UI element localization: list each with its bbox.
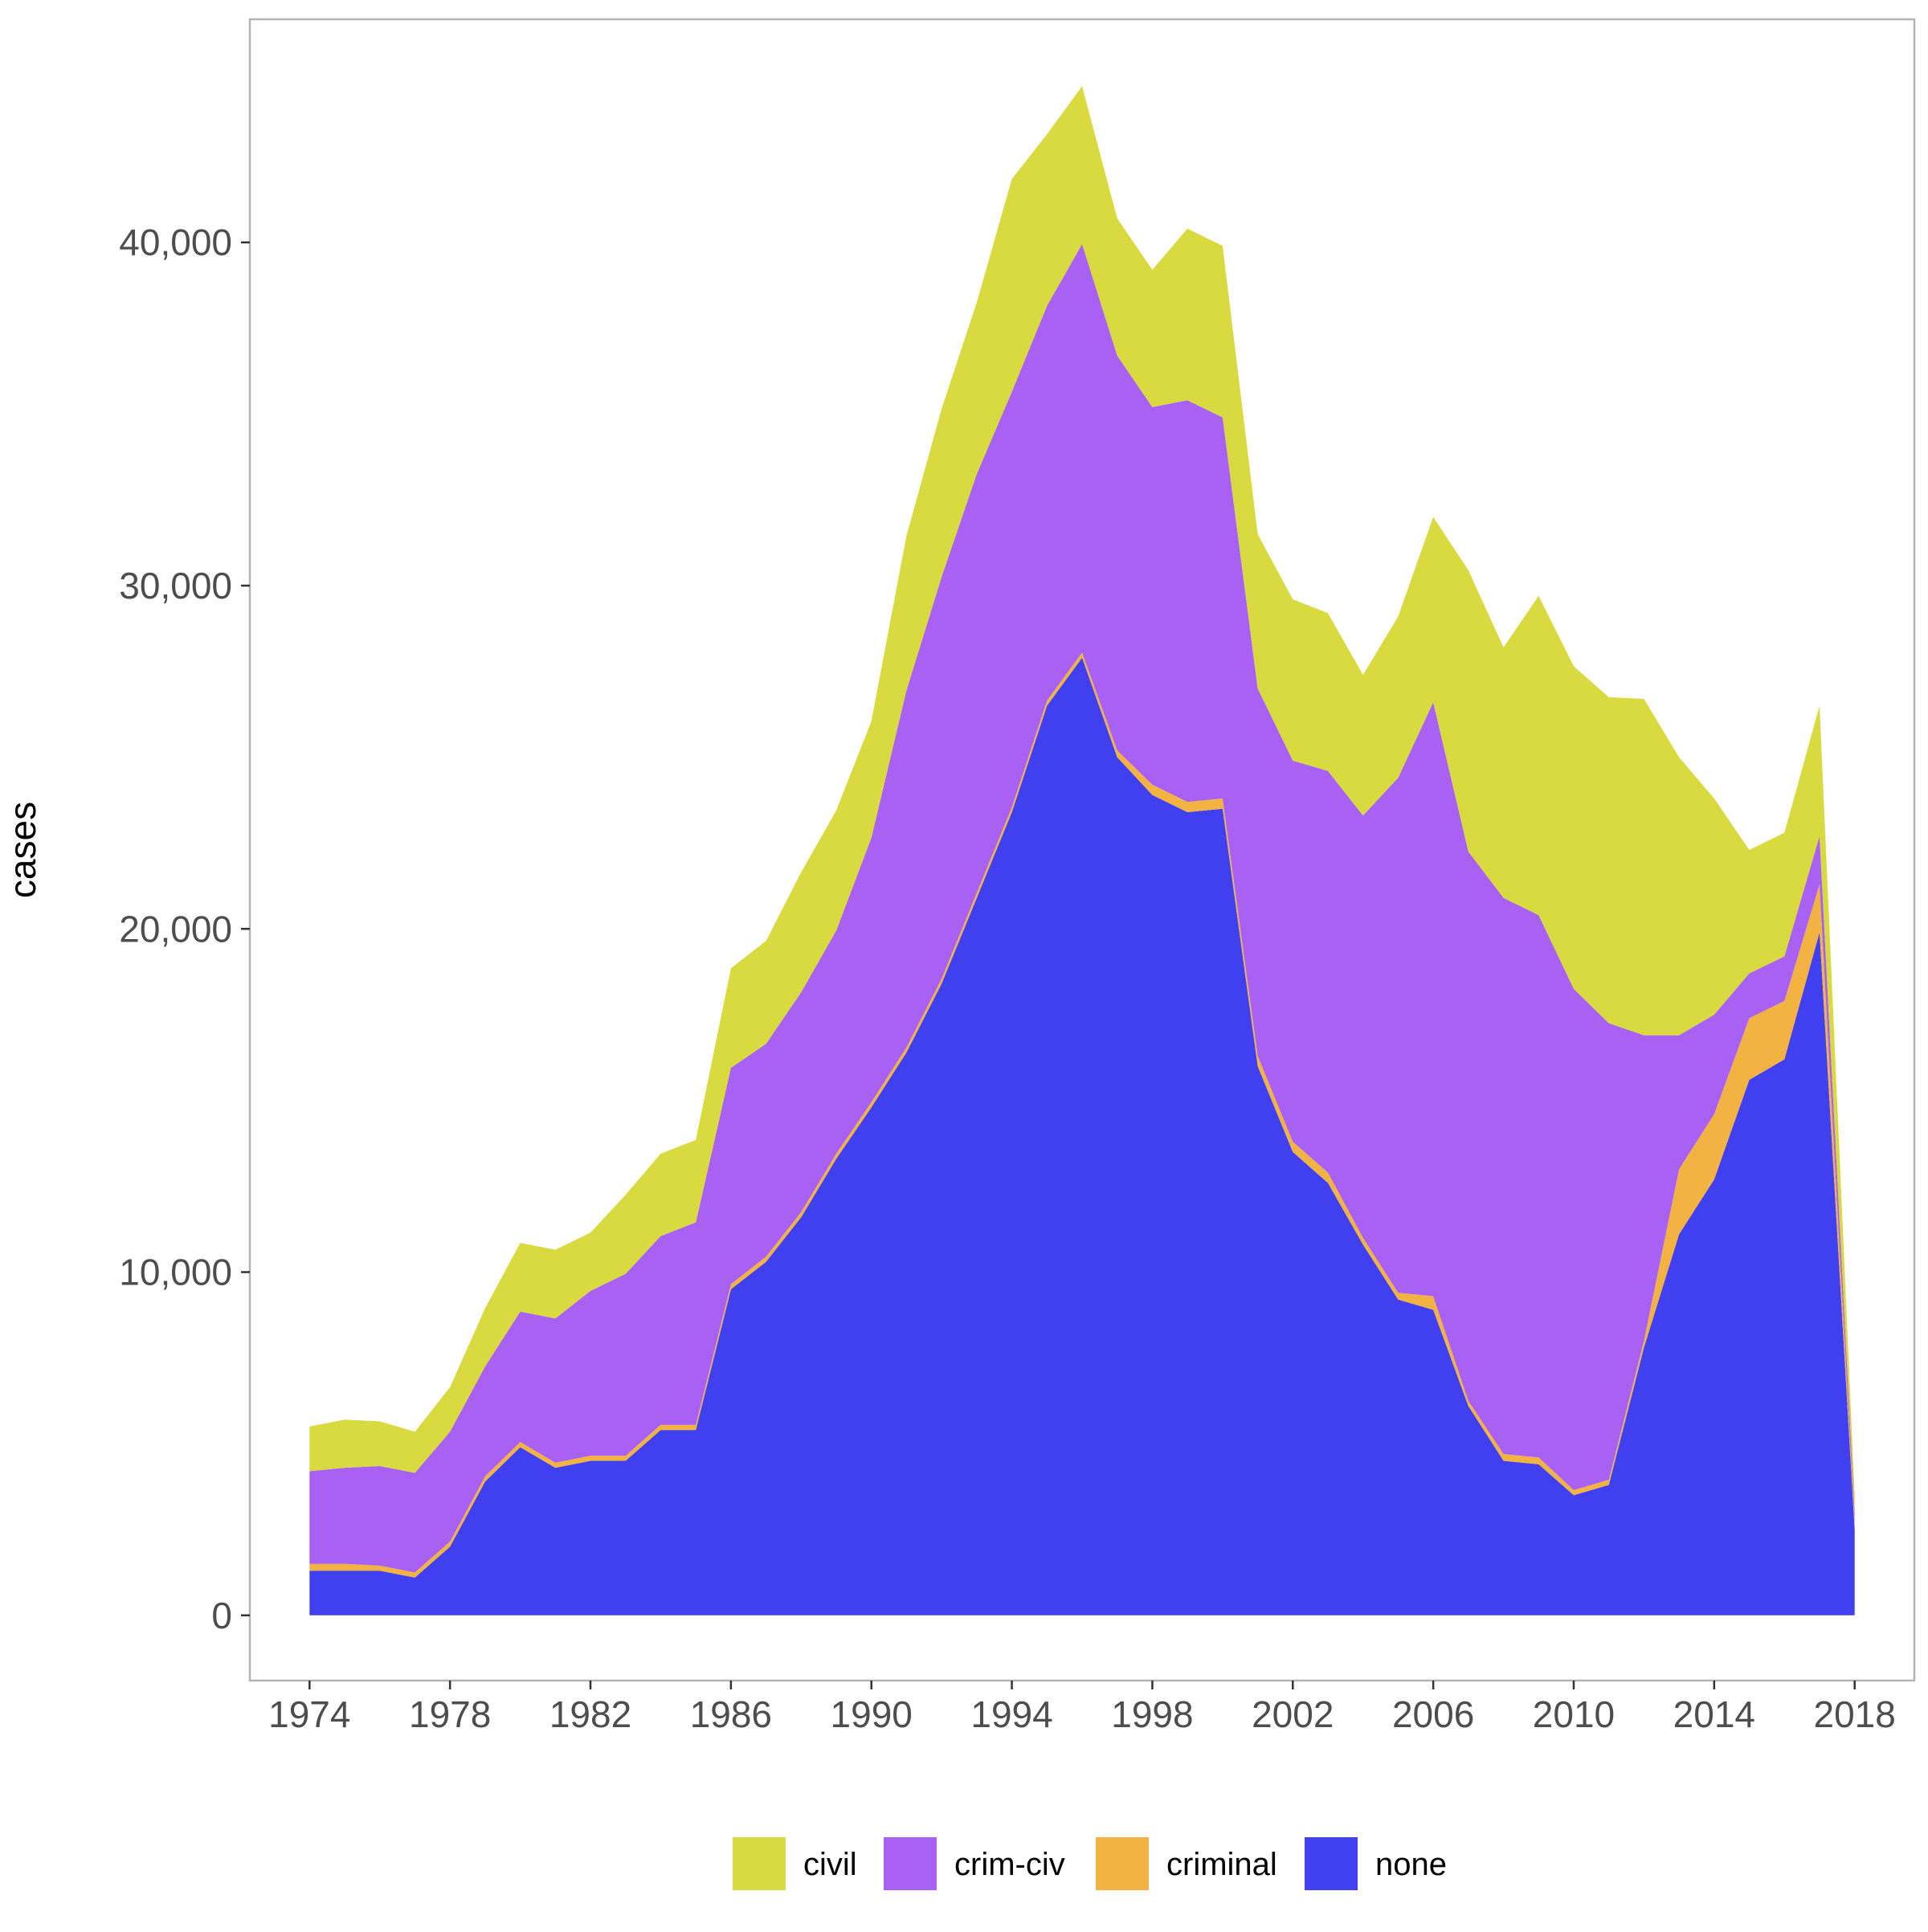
x-tick-label: 2018 bbox=[1814, 1693, 1896, 1735]
legend-key-criminal bbox=[1096, 1837, 1149, 1890]
area-none bbox=[309, 657, 1855, 1615]
x-tick-label: 2014 bbox=[1673, 1693, 1755, 1735]
x-tick-label: 2002 bbox=[1252, 1693, 1334, 1735]
legend-label-crim-civ: crim-civ bbox=[954, 1847, 1065, 1882]
area-layers bbox=[309, 86, 1855, 1615]
area-crim-civ bbox=[309, 243, 1855, 1573]
area-civil bbox=[309, 86, 1855, 1513]
legend-key-civil bbox=[733, 1837, 786, 1890]
y-axis: 0 10,000 20,000 30,000 40,000 bbox=[119, 222, 250, 1636]
legend-key-none bbox=[1305, 1837, 1358, 1890]
y-tick-label: 30,000 bbox=[119, 565, 232, 607]
x-tick-label: 1982 bbox=[549, 1693, 631, 1735]
x-tick-label: 1990 bbox=[831, 1693, 913, 1735]
x-tick-label: 2010 bbox=[1533, 1693, 1615, 1735]
y-tick-label: 10,000 bbox=[119, 1252, 232, 1293]
x-tick-label: 2006 bbox=[1392, 1693, 1474, 1735]
x-tick-label: 1978 bbox=[409, 1693, 491, 1735]
x-axis: 1974 1978 1982 1986 1990 1994 1998 2002 2006 2010… bbox=[268, 1681, 1896, 1735]
legend-label-civil: civil bbox=[803, 1847, 857, 1882]
x-tick-label: 1998 bbox=[1111, 1693, 1193, 1735]
legend: civil crim-civ criminal none bbox=[733, 1837, 1447, 1890]
x-tick-label: 1974 bbox=[268, 1693, 350, 1735]
x-tick-label: 1986 bbox=[690, 1693, 772, 1735]
y-axis-title: cases bbox=[2, 802, 43, 898]
y-tick-label: 0 bbox=[211, 1595, 232, 1636]
x-tick-label: 1994 bbox=[970, 1693, 1052, 1735]
legend-key-crim-civ bbox=[884, 1837, 937, 1890]
y-tick-label: 40,000 bbox=[119, 222, 232, 263]
y-tick-label: 20,000 bbox=[119, 908, 232, 950]
legend-label-criminal: criminal bbox=[1166, 1847, 1277, 1882]
legend-label-none: none bbox=[1375, 1847, 1447, 1882]
